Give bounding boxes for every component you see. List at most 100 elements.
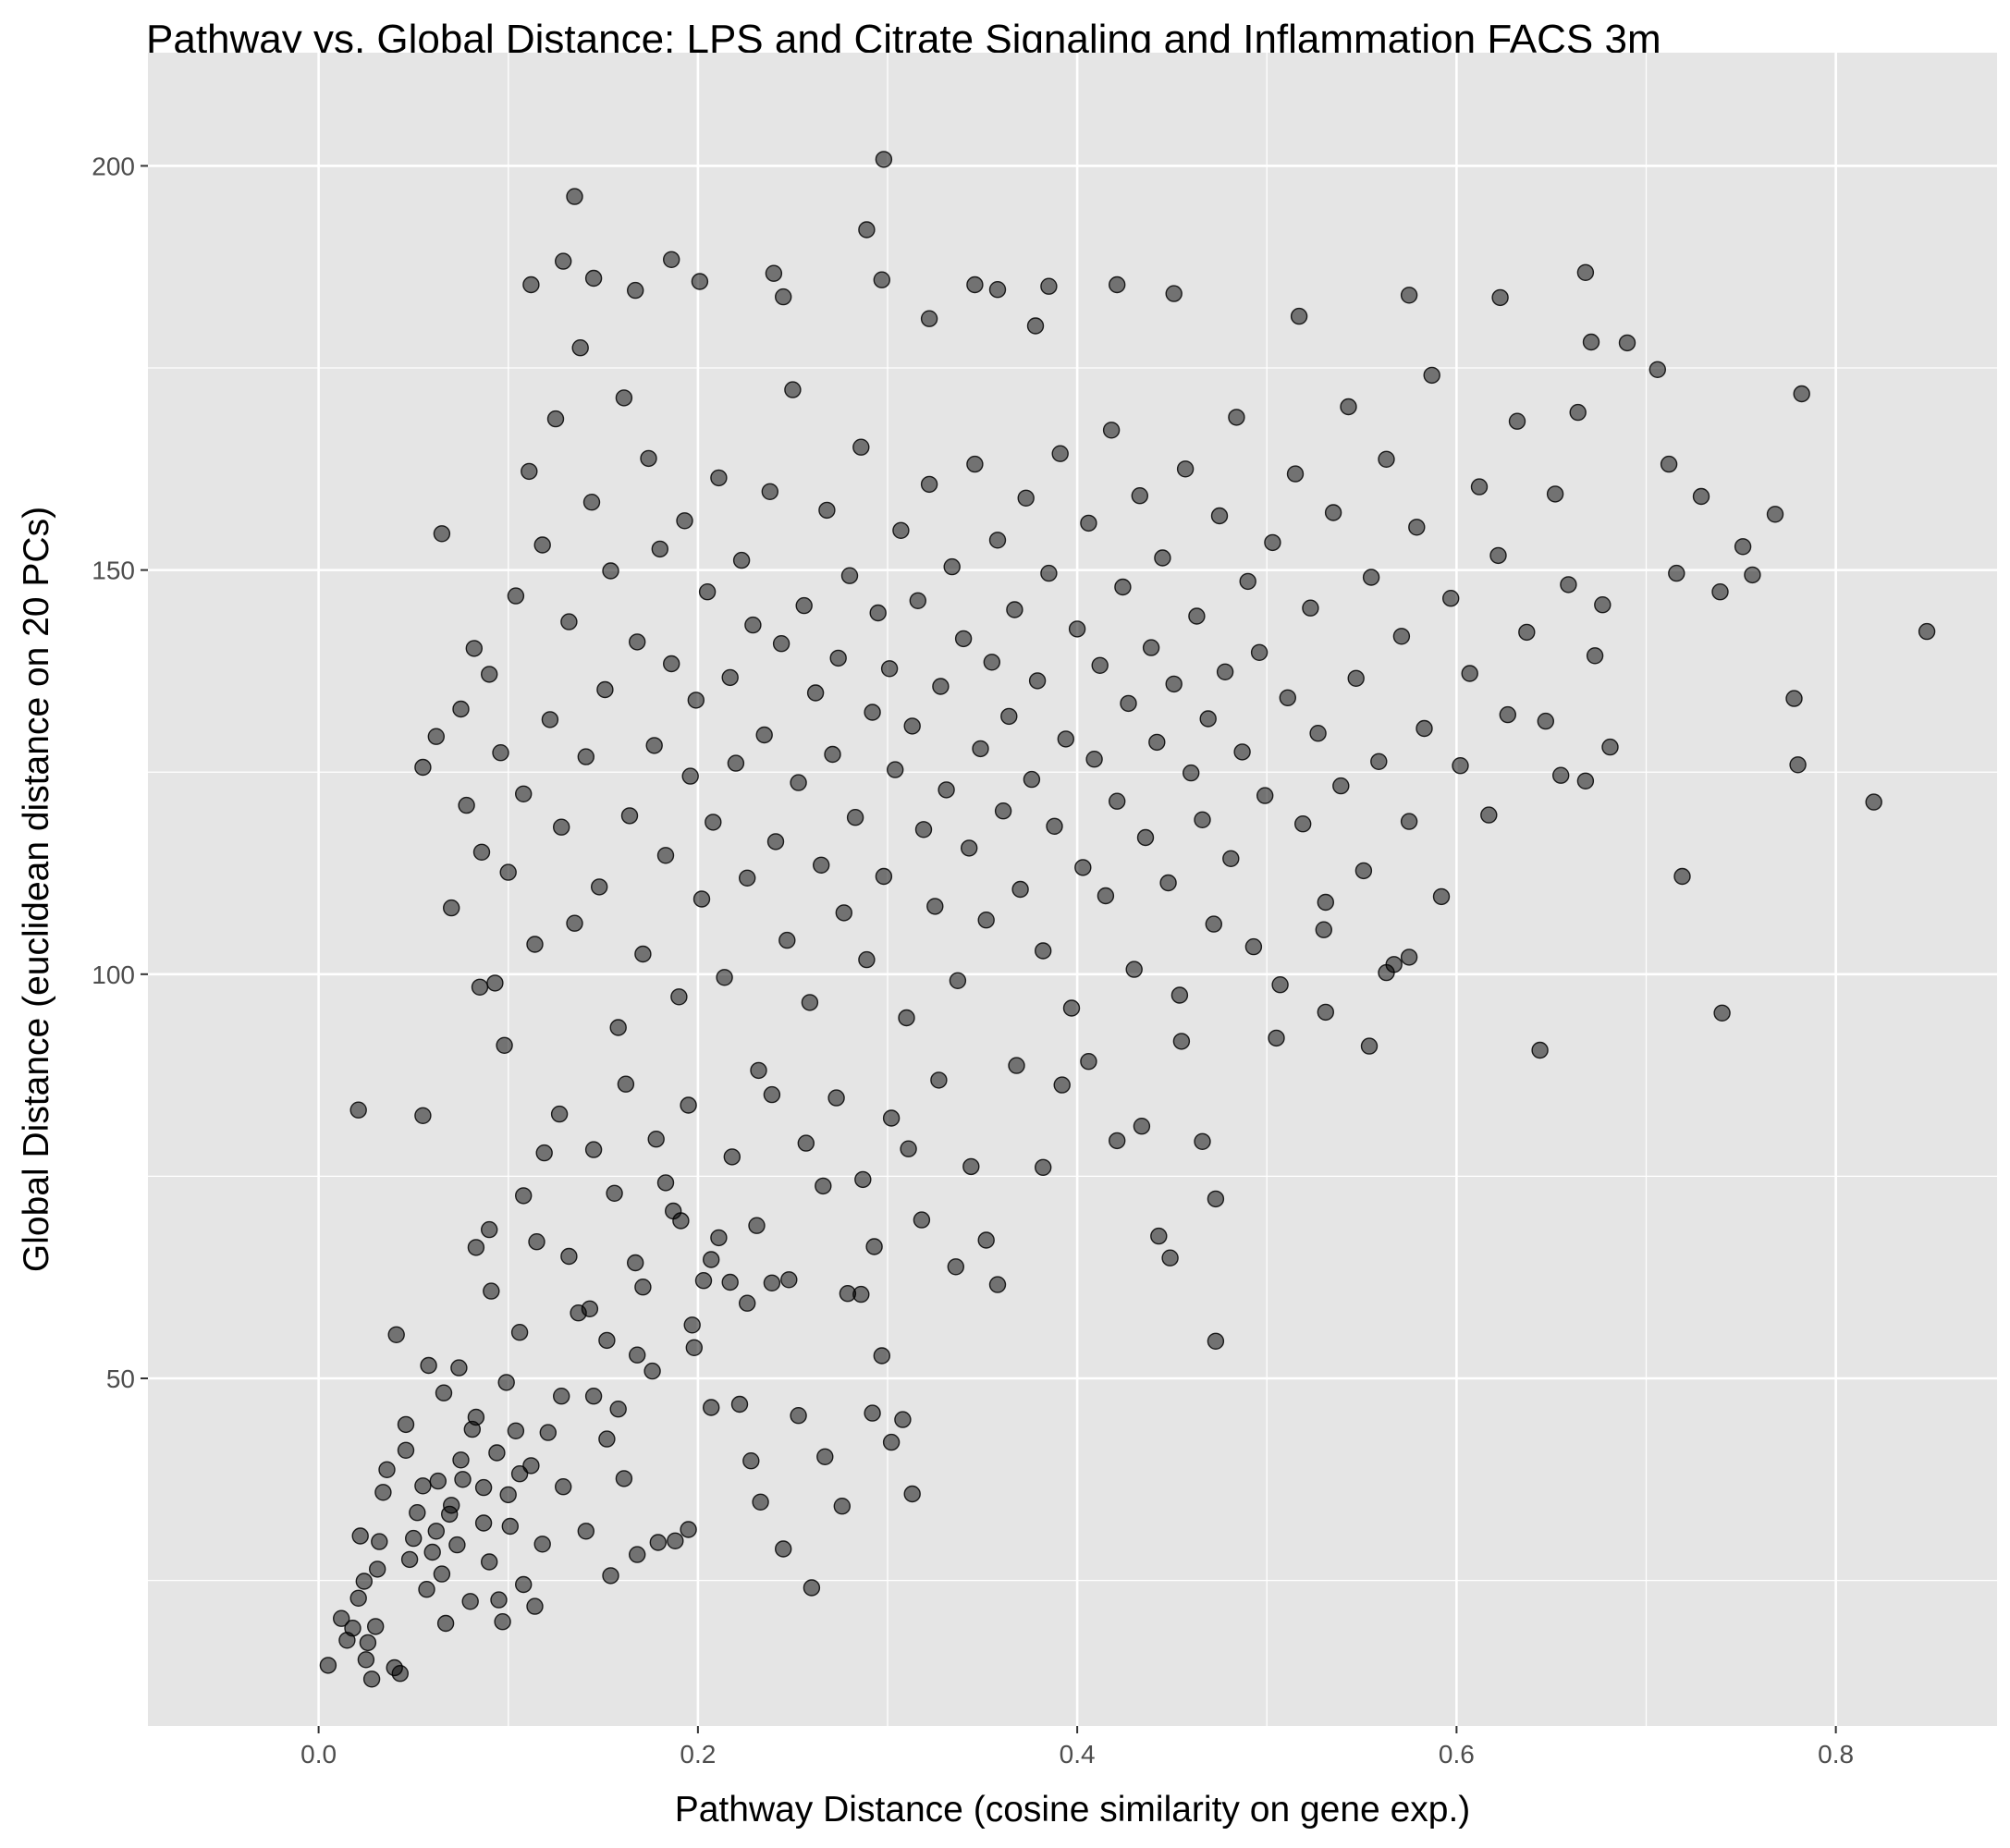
data-point [397,1415,415,1434]
data-point [629,1346,646,1364]
data-point [1194,1132,1211,1151]
data-point [1097,887,1115,905]
data-point [414,758,432,777]
data-point [560,613,578,630]
data-point [880,660,899,678]
data-point [467,1239,485,1256]
data-point [766,833,785,851]
data-point [748,1217,766,1234]
data-point [1085,751,1103,768]
data-point [400,1550,419,1569]
major-grid [148,53,1997,1726]
data-point [1660,455,1678,473]
data-point [1317,1003,1335,1022]
data-point [1040,277,1058,295]
data-point [1125,961,1143,978]
data-point [1470,478,1489,496]
data-point [1205,915,1223,933]
data-point [367,1618,385,1635]
data-point [423,1543,441,1561]
data-point [481,666,498,683]
data-point [994,802,1012,820]
data-point [761,483,778,500]
data-point [420,1356,437,1375]
data-point [452,1451,470,1469]
data-point [930,1071,948,1089]
data-point [763,1274,781,1292]
data-point [1159,874,1177,892]
data-point [1354,862,1373,880]
data-point [319,1657,337,1674]
data-point [1789,756,1807,774]
data-point [775,1540,792,1558]
data-point [869,604,887,622]
data-point [1560,576,1577,594]
x-tick-label: 0.0 [300,1740,337,1768]
data-point [1108,792,1126,810]
data-point [522,275,540,294]
data-point [533,536,551,554]
data-point [694,1271,713,1290]
data-point [1170,986,1189,1004]
data-point [1148,733,1166,752]
data-point [634,1278,652,1296]
data-point [797,1134,815,1152]
data-point [1068,620,1086,638]
data-point [1432,887,1451,906]
data-point [1108,1132,1126,1150]
data-point [1207,1190,1225,1208]
data-point [409,1503,426,1522]
data-point [676,512,693,530]
data-point [858,221,876,239]
data-point [716,969,733,986]
data-point [1452,757,1469,775]
data-point [1091,656,1109,674]
data-point [772,635,791,653]
data-point [721,1273,739,1291]
data-point [535,1144,553,1162]
data-point [510,1464,529,1483]
data-point [1302,599,1319,617]
data-point [1734,538,1752,556]
data-point [546,410,565,428]
y-tick-label: 100 [92,961,135,989]
data-point [988,281,1007,299]
data-point [1400,948,1418,966]
data-point [474,1478,493,1497]
y-axis-title: Global Distance (euclidean distance on 2… [17,507,56,1272]
data-point [615,389,633,407]
data-point [643,1362,661,1380]
data-point [553,818,570,836]
data-point [1239,572,1256,591]
data-point [864,1404,881,1422]
data-point [645,737,663,754]
data-point [1400,813,1418,830]
data-point [1244,937,1263,956]
data-point [362,1671,381,1688]
data-point [499,863,517,881]
data-point [1006,601,1023,618]
data-point [780,1271,798,1289]
data-point [1080,1052,1097,1071]
data-point [742,1451,760,1470]
data-point [1040,564,1058,582]
data-point [966,455,984,473]
data-point [515,785,533,802]
data-point [584,1141,603,1158]
data-point [920,475,938,494]
data-point [1309,725,1327,742]
data-point [1074,859,1092,876]
data-point [1133,1117,1151,1135]
data-point [349,1589,367,1608]
data-point [629,633,646,651]
data-point [1279,689,1297,706]
data-point [966,275,984,294]
data-point [949,972,967,990]
data-point [1576,772,1595,789]
data-point [775,288,792,306]
data-point [510,1323,529,1341]
data-point [710,1229,728,1247]
data-point [414,1477,432,1495]
data-point [1108,275,1126,294]
